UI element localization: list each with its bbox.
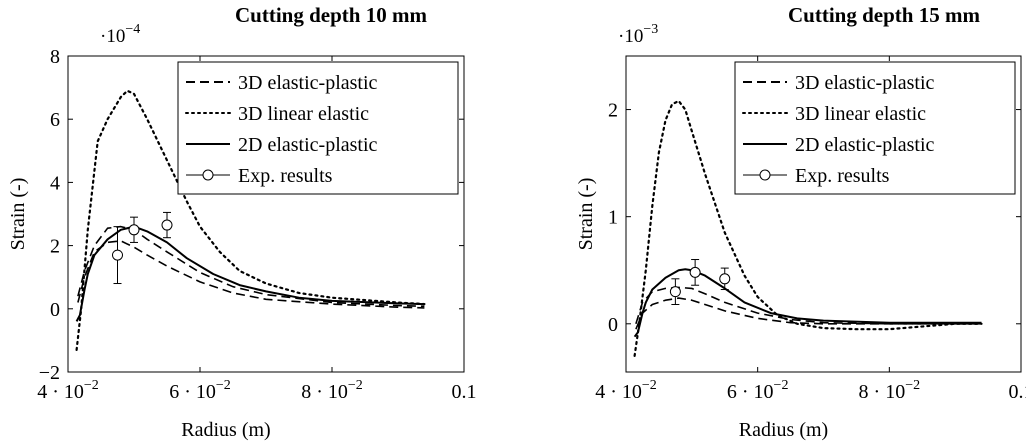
series-line-solid: [75, 225, 425, 322]
x-tick-label: 6 · 10−2: [727, 378, 789, 403]
exp-result-point: [719, 273, 731, 285]
y-multiplier-exp: −3: [643, 22, 658, 37]
chart-title: Cutting depth 10 mm: [235, 3, 427, 27]
series-line-dashed: [77, 240, 425, 309]
x-tick-label: 4 · 10−2: [595, 378, 657, 403]
x-tick-label: 4 · 10−2: [37, 378, 99, 403]
plot-frame: [625, 55, 1022, 373]
y-axis-label: Strain (-): [575, 178, 597, 251]
exp-result-point: [161, 219, 173, 231]
series-line-dashed: [77, 225, 425, 308]
x-tick-base: 0.1: [1009, 381, 1026, 403]
x-tick-exp: −2: [216, 378, 231, 393]
y-tick-label: 4: [50, 172, 60, 194]
y-axis-label: Strain (-): [7, 178, 29, 251]
x-tick-base: 8 · 10: [859, 381, 906, 403]
series-line-dotted: [633, 99, 983, 357]
exp-result-point: [112, 249, 123, 261]
x-tick-label: 8 · 10−2: [859, 378, 921, 403]
y-tick-label: 6: [50, 109, 60, 131]
x-tick-exp: −2: [774, 378, 789, 393]
legend-label: Exp. results: [795, 165, 890, 187]
legend-frame: [177, 61, 459, 195]
y-multiplier: ·10−3: [618, 22, 658, 47]
legend-frame: [734, 61, 1016, 195]
y-tick-label: 0: [50, 299, 60, 321]
chart-panel-2: 4 · 10−26 · 10−28 · 10−20.1012·10−3Cutti…: [575, 3, 1026, 441]
legend-label: 3D linear elastic: [795, 103, 926, 125]
series-line-dotted: [75, 89, 426, 351]
exp-result-point: [128, 224, 140, 236]
x-tick-label: 0.1: [452, 381, 477, 403]
x-tick-base: 4 · 10: [37, 381, 84, 403]
y-multiplier-base: ·10: [618, 26, 643, 47]
chart-panel-1: 4 · 10−2 6 · 10−2 8 · 10−2 0.1−202468·10−4C…: [7, 3, 477, 441]
chart-title: Cutting depth 15 mm: [788, 3, 980, 27]
series-line-dashed: [635, 286, 982, 325]
x-tick-label: 8 · 10−2: [301, 378, 363, 403]
x-axis-label: Radius (m): [739, 419, 828, 441]
y-multiplier: ·10−4: [100, 22, 140, 47]
x-tick-exp: −2: [348, 378, 363, 393]
legend-label: 3D elastic-plastic: [795, 72, 935, 94]
x-axis-label: Radius (m): [181, 419, 270, 441]
x-tick-exp: −2: [84, 378, 99, 393]
x-tick-exp: −2: [642, 378, 657, 393]
y-tick-label: 1: [608, 207, 618, 229]
y-tick-label: 2: [608, 100, 618, 122]
legend-marker: [759, 169, 771, 181]
legend: 3D elastic-plastic 3D linear elastic 2D el…: [734, 61, 1016, 195]
legend-label: 2D elastic-plastic: [238, 134, 378, 156]
y-tick-label: 2: [50, 236, 60, 258]
y-tick-label: −2: [39, 362, 60, 384]
legend-label: 3D elastic-plastic: [238, 72, 378, 94]
x-tick-label: 6 · 10−2: [169, 378, 231, 403]
y-tick-label: 8: [50, 46, 60, 68]
series-line-dashed: [635, 297, 982, 330]
y-multiplier-exp: −4: [125, 22, 140, 37]
legend-label: 2D elastic-plastic: [795, 134, 935, 156]
x-tick-base: 8 · 10: [301, 381, 348, 403]
y-tick-label: 0: [608, 314, 618, 336]
legend: 3D elastic-plastic 3D linear elastic 2D el…: [177, 61, 459, 195]
x-tick-exp: −2: [905, 378, 920, 393]
plot-area: [75, 89, 426, 351]
x-tick-label: 0.1: [1009, 381, 1026, 403]
legend-marker: [202, 169, 214, 181]
exp-result-point: [669, 286, 681, 298]
y-multiplier-base: ·10: [100, 26, 125, 47]
x-tick-base: 6 · 10: [727, 381, 774, 403]
x-tick-base: 6 · 10: [169, 381, 216, 403]
exp-result-point: [689, 266, 701, 278]
plot-frame: [67, 55, 465, 373]
plot-area: [633, 99, 983, 357]
x-tick-base: 0.1: [452, 381, 477, 403]
x-tick-base: 4 · 10: [595, 381, 642, 403]
legend-label: Exp. results: [238, 165, 333, 187]
legend-label: 3D linear elastic: [238, 103, 369, 125]
